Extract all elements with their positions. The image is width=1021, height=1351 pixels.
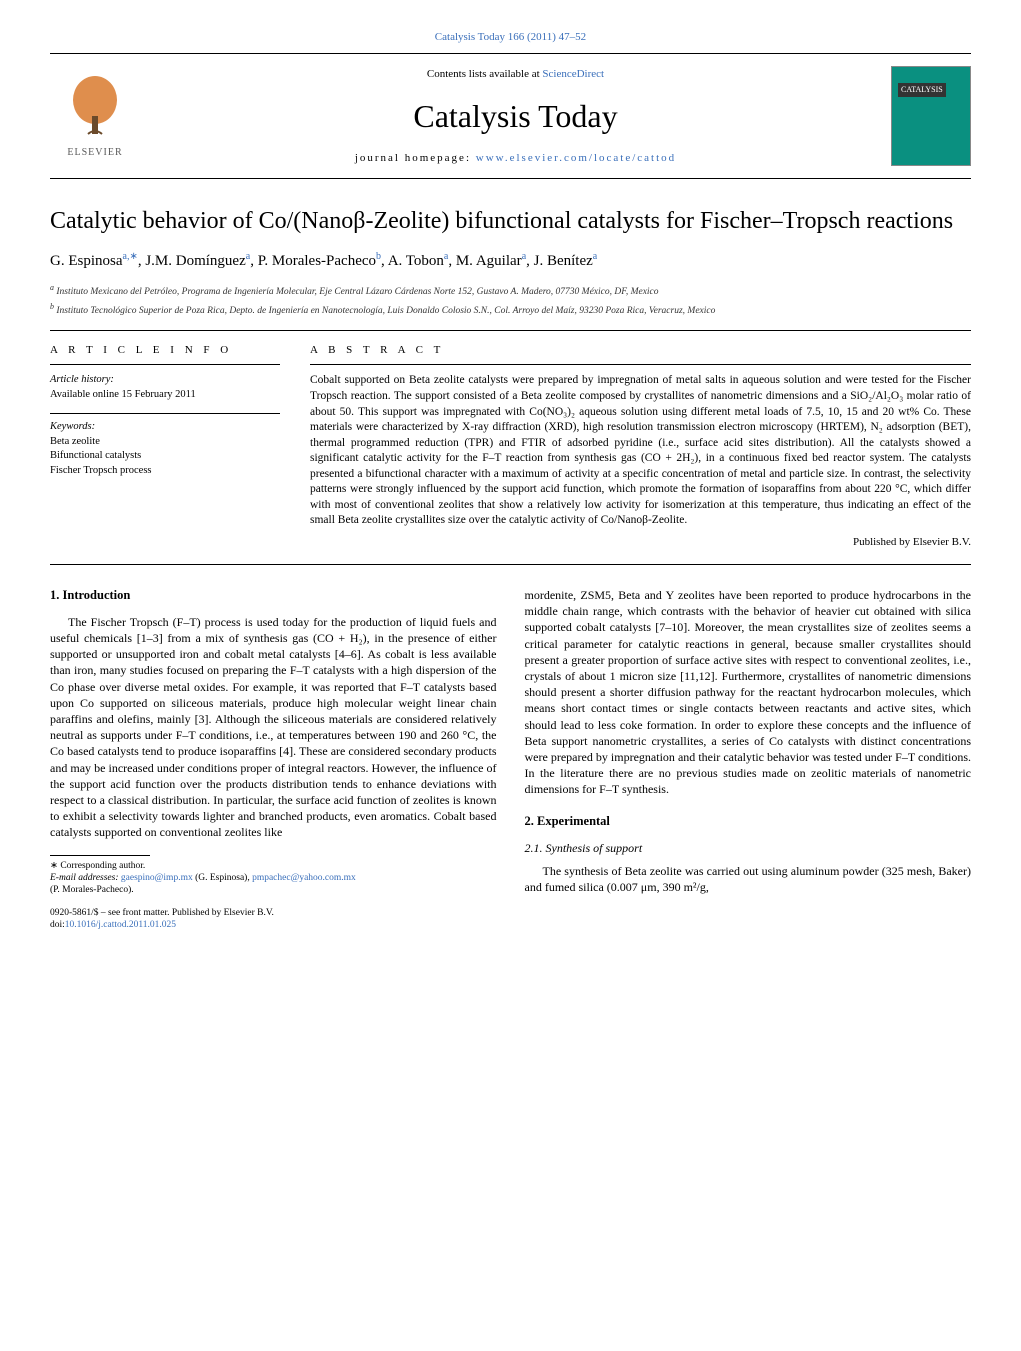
corresponding-author: ∗ Corresponding author. bbox=[50, 860, 497, 872]
elsevier-logo: ELSEVIER bbox=[50, 66, 140, 166]
keywords-label: Keywords: bbox=[50, 420, 280, 435]
author-4: M. Aguilar bbox=[456, 253, 522, 269]
article-title: Catalytic behavior of Co/(Nanoβ-Zeolite)… bbox=[50, 207, 971, 236]
author-list: G. Espinosaa,∗, J.M. Domíngueza, P. Mora… bbox=[50, 250, 971, 272]
history-label: Article history: bbox=[50, 373, 280, 388]
keyword-2: Fischer Tropsch process bbox=[50, 464, 280, 479]
author-1: J.M. Domínguez bbox=[145, 253, 245, 269]
footnote-separator bbox=[50, 855, 150, 856]
footer: 0920-5861/$ – see front matter. Publishe… bbox=[50, 907, 497, 933]
section-2-1-p1: The synthesis of Beta zeolite was carrie… bbox=[525, 863, 972, 895]
journal-header: ELSEVIER Contents lists available at Sci… bbox=[50, 58, 971, 174]
journal-center: Contents lists available at ScienceDirec… bbox=[140, 67, 891, 167]
homepage-link[interactable]: www.elsevier.com/locate/cattod bbox=[476, 152, 676, 164]
email-line: E-mail addresses: gaespino@imp.mx (G. Es… bbox=[50, 872, 497, 884]
affiliations: a Instituto Mexicano del Petróleo, Progr… bbox=[50, 282, 971, 318]
abstract-heading: A B S T R A C T bbox=[310, 343, 971, 365]
sciencedirect-link[interactable]: ScienceDirect bbox=[542, 68, 604, 80]
author-4-sup: a bbox=[522, 251, 526, 262]
journal-title: Catalysis Today bbox=[140, 94, 891, 139]
article-history: Article history: Available online 15 Feb… bbox=[50, 373, 280, 402]
keyword-0: Beta zeolite bbox=[50, 435, 280, 450]
abstract: A B S T R A C T Cobalt supported on Beta… bbox=[310, 343, 971, 550]
article-info-heading: A R T I C L E I N F O bbox=[50, 343, 280, 365]
abstract-text: Cobalt supported on Beta zeolite catalys… bbox=[310, 373, 971, 528]
section-2-1-heading: 2.1. Synthesis of support bbox=[525, 840, 972, 856]
author-0: G. Espinosa bbox=[50, 253, 123, 269]
keywords-block: Keywords: Beta zeolite Bifunctional cata… bbox=[50, 420, 280, 479]
email-2-name: (P. Morales-Pacheco). bbox=[50, 884, 497, 896]
doi-prefix: doi: bbox=[50, 920, 65, 930]
footnote-block: ∗ Corresponding author. E-mail addresses… bbox=[50, 860, 497, 897]
left-column: 1. Introduction The Fischer Tropsch (F–T… bbox=[50, 587, 497, 932]
copyright-line: 0920-5861/$ – see front matter. Publishe… bbox=[50, 907, 497, 920]
author-3-sup: a bbox=[444, 251, 448, 262]
author-0-sup: a,∗ bbox=[123, 251, 138, 262]
section-1-p1: The Fischer Tropsch (F–T) process is use… bbox=[50, 614, 497, 841]
section-1-p2: mordenite, ZSM5, Beta and Y zeolites hav… bbox=[525, 587, 972, 797]
right-column: mordenite, ZSM5, Beta and Y zeolites hav… bbox=[525, 587, 972, 932]
email-1[interactable]: gaespino@imp.mx bbox=[121, 873, 193, 883]
author-3: A. Tobon bbox=[388, 253, 444, 269]
elsevier-label: ELSEVIER bbox=[67, 146, 122, 160]
contents-prefix: Contents lists available at bbox=[427, 68, 542, 80]
author-2-sup: b bbox=[376, 251, 381, 262]
author-5-sup: a bbox=[593, 251, 597, 262]
journal-cover-thumb: CATALYSIS bbox=[891, 66, 971, 166]
doi-link[interactable]: 10.1016/j.cattod.2011.01.025 bbox=[65, 920, 176, 930]
email-2[interactable]: pmpachec@yahoo.com.mx bbox=[252, 873, 356, 883]
affiliation-b: Instituto Tecnológico Superior de Poza R… bbox=[56, 306, 715, 316]
citation-link[interactable]: Catalysis Today 166 (2011) 47–52 bbox=[50, 30, 971, 45]
contents-line: Contents lists available at ScienceDirec… bbox=[140, 67, 891, 82]
cover-label: CATALYSIS bbox=[898, 83, 946, 96]
homepage-prefix: journal homepage: bbox=[355, 152, 476, 164]
keyword-1: Bifunctional catalysts bbox=[50, 449, 280, 464]
article-info: A R T I C L E I N F O Article history: A… bbox=[50, 343, 280, 550]
email-label: E-mail addresses: bbox=[50, 873, 121, 883]
section-2-heading: 2. Experimental bbox=[525, 813, 972, 830]
history-value: Available online 15 February 2011 bbox=[50, 388, 280, 403]
info-abstract-row: A R T I C L E I N F O Article history: A… bbox=[50, 330, 971, 565]
author-1-sup: a bbox=[246, 251, 250, 262]
body-columns: 1. Introduction The Fischer Tropsch (F–T… bbox=[50, 587, 971, 932]
email-1-name: (G. Espinosa), bbox=[193, 873, 252, 883]
elsevier-tree-icon bbox=[60, 72, 130, 142]
author-5: J. Benítez bbox=[534, 253, 593, 269]
journal-homepage: journal homepage: www.elsevier.com/locat… bbox=[140, 151, 891, 166]
author-2: P. Morales-Pacheco bbox=[258, 253, 376, 269]
info-divider bbox=[50, 413, 280, 414]
header-bottom-divider bbox=[50, 178, 971, 179]
affiliation-a: Instituto Mexicano del Petróleo, Program… bbox=[56, 287, 658, 297]
section-1-heading: 1. Introduction bbox=[50, 587, 497, 604]
publisher-line: Published by Elsevier B.V. bbox=[310, 535, 971, 550]
top-divider bbox=[50, 53, 971, 54]
